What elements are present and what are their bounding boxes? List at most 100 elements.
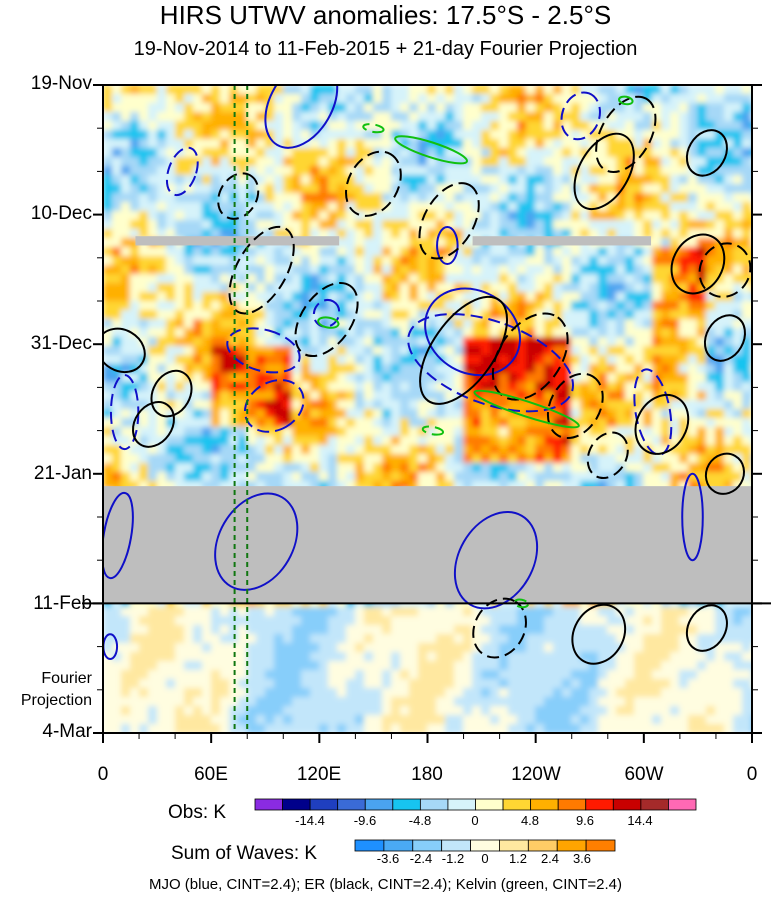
obs-colorbar-swatch bbox=[668, 798, 697, 811]
chart-title: HIRS UTWV anomalies: 17.5°S - 2.5°S bbox=[159, 0, 612, 30]
waves-colorbar-tick: 1.2 bbox=[508, 851, 528, 866]
waves-colorbar-swatch bbox=[354, 839, 385, 852]
er-contour bbox=[595, 95, 657, 174]
waves-colorbar-swatch bbox=[556, 839, 587, 852]
waves-colorbar-tick: 0 bbox=[481, 851, 489, 866]
obs-colorbar-swatch bbox=[640, 798, 669, 811]
obs-colorbar-label: Obs: K bbox=[168, 802, 227, 823]
mjo-contour bbox=[226, 327, 301, 374]
kelvin-contour bbox=[618, 95, 634, 106]
mjo-contour bbox=[436, 225, 459, 265]
kelvin-contour bbox=[362, 123, 385, 134]
obs-colorbar-swatch bbox=[447, 798, 476, 811]
obs-colorbar-swatch bbox=[419, 798, 449, 811]
kelvin-contour bbox=[513, 598, 530, 609]
missing-data-layer bbox=[103, 236, 752, 604]
obs-colorbar-tick: -9.6 bbox=[353, 813, 377, 828]
obs-colorbar-swatch bbox=[585, 798, 614, 811]
er-contour bbox=[132, 401, 175, 448]
er-contour bbox=[704, 452, 746, 495]
x-tick-label: 120W bbox=[511, 764, 561, 785]
obs-colorbar-swatch bbox=[475, 798, 504, 811]
contour-legend: MJO (blue, CINT=2.4); ER (black, CINT=2.… bbox=[148, 876, 623, 893]
obs-colorbar-tick: -14.4 bbox=[295, 813, 325, 828]
waves-colorbar-label: Sum of Waves: K bbox=[171, 843, 318, 864]
missing-data-band bbox=[472, 236, 652, 246]
colorbars bbox=[254, 798, 697, 852]
missing-data-band bbox=[103, 486, 752, 604]
plot-frame bbox=[82, 84, 771, 743]
mjo-contour bbox=[407, 313, 574, 413]
projection-label-line: Fourier bbox=[41, 670, 92, 687]
er-contour bbox=[670, 233, 726, 295]
obs-colorbar-swatch bbox=[530, 798, 559, 811]
er-contour bbox=[698, 242, 752, 298]
er-contour bbox=[228, 225, 295, 315]
obs-colorbar-swatch bbox=[392, 798, 421, 811]
mjo-contour bbox=[264, 85, 339, 149]
waves-colorbar-swatch bbox=[383, 839, 414, 852]
obs-colorbar-tick: -4.8 bbox=[408, 813, 432, 828]
er-contour bbox=[586, 431, 629, 480]
waves-colorbar-tick: -3.6 bbox=[376, 851, 400, 866]
er-contour bbox=[685, 604, 728, 652]
waves-colorbar-tick: -2.4 bbox=[409, 851, 433, 866]
mjo-contour bbox=[681, 472, 704, 562]
obs-colorbar-swatch bbox=[254, 798, 283, 811]
x-tick-label: 0 bbox=[746, 764, 758, 785]
obs-colorbar-tick: 14.4 bbox=[627, 813, 653, 828]
mjo-contour bbox=[165, 146, 199, 197]
y-tick-label: 21-Jan bbox=[33, 463, 92, 484]
er-contour bbox=[634, 394, 690, 455]
er-contour bbox=[150, 369, 193, 418]
reference-lines bbox=[233, 85, 249, 733]
waves-colorbar-swatch bbox=[441, 839, 471, 852]
y-tick-label: 31-Dec bbox=[30, 333, 92, 354]
waves-colorbar-tick: 2.4 bbox=[540, 851, 560, 866]
obs-colorbar-tick: 9.6 bbox=[575, 813, 595, 828]
anomaly-field bbox=[103, 85, 752, 733]
projection-label: Fourier Projection bbox=[0, 668, 92, 712]
wave-contours bbox=[103, 85, 752, 665]
waves-colorbar-swatch bbox=[412, 839, 443, 852]
x-tick-label: 60E bbox=[194, 764, 228, 785]
obs-colorbar-swatch bbox=[557, 798, 587, 811]
x-tick-label: 120E bbox=[296, 764, 342, 785]
y-tick-label: 19-Nov bbox=[30, 73, 92, 94]
mjo-contour bbox=[633, 368, 673, 456]
obs-colorbar-swatch bbox=[337, 798, 366, 811]
projection-label-line: Projection bbox=[20, 692, 92, 709]
kelvin-contour bbox=[421, 425, 445, 436]
mjo-contour bbox=[453, 511, 539, 610]
obs-colorbar-tick: 4.8 bbox=[520, 813, 540, 828]
waves-colorbar-tick: -1.2 bbox=[441, 851, 465, 866]
waves-colorbar-swatch bbox=[499, 839, 529, 852]
er-contour bbox=[217, 172, 260, 220]
mjo-contour bbox=[560, 91, 601, 141]
waves-colorbar-tick: 3.6 bbox=[572, 851, 592, 866]
obs-colorbar-swatch bbox=[309, 798, 339, 811]
er-contour bbox=[546, 372, 604, 440]
obs-colorbar-swatch bbox=[282, 798, 311, 811]
kelvin-contour bbox=[473, 389, 580, 429]
er-contour bbox=[345, 150, 402, 217]
y-tick-label: 11-Feb bbox=[33, 593, 92, 614]
obs-colorbar-tick: 0 bbox=[471, 813, 479, 828]
er-contour bbox=[571, 603, 627, 665]
er-contour bbox=[103, 327, 146, 374]
waves-colorbar-swatch bbox=[527, 839, 558, 852]
obs-colorbar-swatch bbox=[502, 798, 532, 811]
er-contour bbox=[685, 129, 728, 177]
waves-colorbar-swatch bbox=[585, 839, 616, 852]
er-contour bbox=[418, 182, 480, 260]
chart-subtitle: 19-Nov-2014 to 11-Feb-2015 + 21-day Four… bbox=[133, 38, 638, 60]
x-tick-label: 60W bbox=[624, 764, 664, 785]
y-tick-label: 10-Dec bbox=[30, 203, 92, 224]
kelvin-contour bbox=[394, 135, 469, 165]
obs-colorbar-swatch bbox=[364, 798, 394, 811]
kelvin-contour bbox=[317, 316, 340, 329]
er-contour bbox=[294, 281, 359, 358]
missing-data-band bbox=[135, 236, 340, 246]
y-tick-label: 4-Mar bbox=[42, 721, 92, 742]
